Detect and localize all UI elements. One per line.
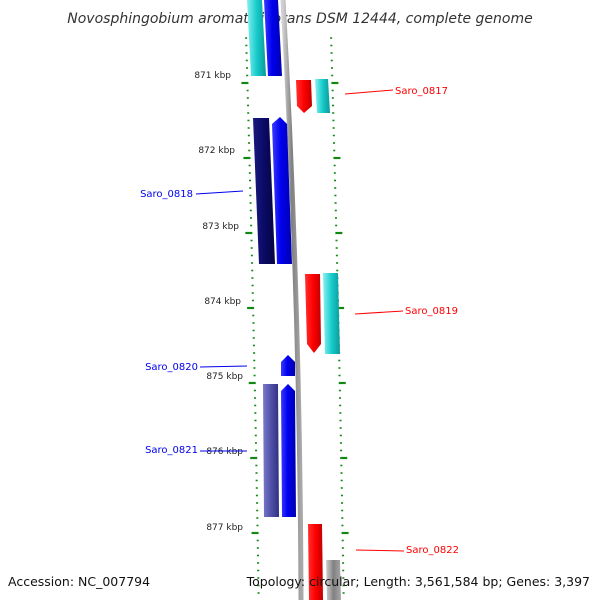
gene-label-0819[interactable]: Saro_0819 <box>405 306 458 317</box>
forward-gene-navy <box>253 118 275 264</box>
gene-label-0822[interactable]: Saro_0822 <box>406 545 459 556</box>
tick-label-872: 872 kbp <box>198 146 235 156</box>
forward-gene-arrow <box>272 117 292 264</box>
tick-column-left <box>241 37 260 594</box>
gene-label-0820[interactable]: Saro_0820 <box>145 362 198 373</box>
reverse-feature-cyan-0819 <box>323 273 340 354</box>
tick-column-right <box>330 37 349 594</box>
forward-gene-arrow-lower <box>281 384 296 517</box>
forward-gene-slate <box>263 384 279 517</box>
tick-label-871: 871 kbp <box>194 71 231 81</box>
leader-line-0819 <box>354 310 404 315</box>
reverse-gene-0817 <box>296 80 312 113</box>
reverse-gene-0819 <box>305 274 321 353</box>
reverse-feature-cyan-0817 <box>315 79 330 113</box>
accession-text: Accession: NC_007794 <box>8 574 150 589</box>
forward-strand-features <box>247 0 296 517</box>
leader-line-0822 <box>355 549 405 552</box>
map-title: Novosphingobium aromaticivorans DSM 1244… <box>67 11 532 27</box>
forward-cds-cyan <box>247 0 266 76</box>
forward-gene-top <box>264 0 282 76</box>
reverse-gene-0822 <box>308 524 323 600</box>
gene-label-0817[interactable]: Saro_0817 <box>395 86 448 97</box>
gene-labels: Saro_0817 Saro_0818 Saro_0819 Saro_0820 … <box>140 86 459 556</box>
leader-line-0817 <box>344 89 394 95</box>
genome-backbone <box>280 0 304 600</box>
gene-label-0818[interactable]: Saro_0818 <box>140 189 193 200</box>
tick-label-875: 875 kbp <box>206 372 243 382</box>
tick-label-877: 877 kbp <box>206 523 243 533</box>
tick-labels: 871 kbp 872 kbp 873 kbp 874 kbp 875 kbp … <box>194 71 243 533</box>
gene-label-0821[interactable]: Saro_0821 <box>145 445 198 456</box>
topology-text: Topology: circular; Length: 3,561,584 bp… <box>246 574 590 589</box>
forward-gene-small-arrow <box>281 355 295 376</box>
tick-label-876: 876 kbp <box>206 447 243 457</box>
leader-line-0820 <box>199 365 248 368</box>
reverse-feature-grey <box>326 560 341 600</box>
tick-label-873: 873 kbp <box>202 222 239 232</box>
reverse-strand-features <box>296 79 341 600</box>
tick-label-874: 874 kbp <box>204 297 241 307</box>
leader-line-0818 <box>195 190 244 195</box>
